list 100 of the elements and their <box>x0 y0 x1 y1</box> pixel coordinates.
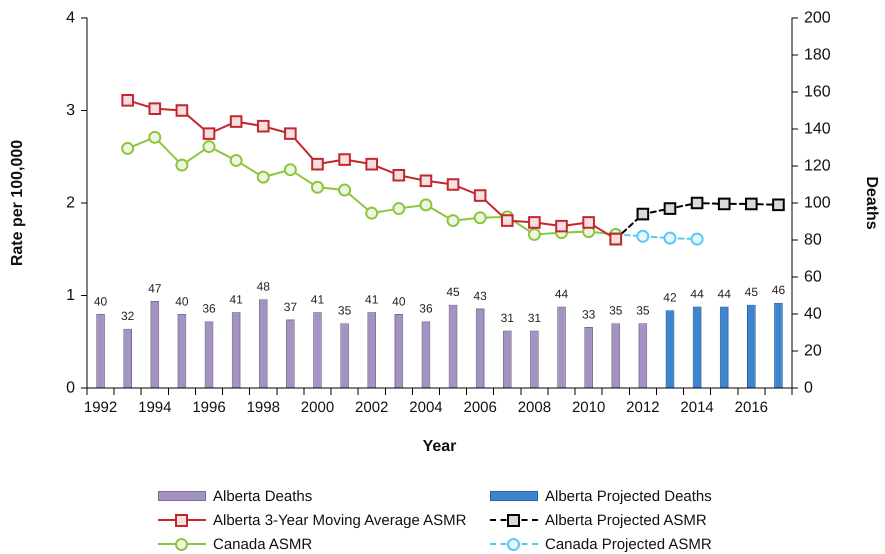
y2-tick-label: 100 <box>804 194 831 212</box>
data-label: 43 <box>473 288 488 303</box>
point <box>148 130 162 144</box>
data-label: 40 <box>94 294 108 308</box>
point <box>392 202 406 216</box>
x-tick-label: 2002 <box>355 399 388 416</box>
y-tick-label: 4 <box>66 9 76 26</box>
x-tick-label: 1994 <box>138 399 172 416</box>
data-label: 35 <box>636 304 650 318</box>
y-tick-label: 0 <box>66 379 76 396</box>
x-tick-label: 2010 <box>572 399 606 416</box>
y2-tick-label: 20 <box>804 342 822 360</box>
point <box>176 104 188 117</box>
x-tick-label: 2016 <box>734 399 768 416</box>
data-label: 44 <box>718 286 732 301</box>
data-label: 31 <box>500 310 514 325</box>
point <box>500 214 514 227</box>
point <box>175 158 188 172</box>
point <box>310 180 324 194</box>
data-label: 46 <box>772 283 786 298</box>
x-axis-title: Year <box>422 438 456 455</box>
point <box>690 232 704 246</box>
point <box>745 198 758 210</box>
point <box>202 127 216 140</box>
legend-label: Alberta Deaths <box>213 488 312 504</box>
point <box>420 174 432 188</box>
y2-tick-label: 0 <box>804 379 813 396</box>
point <box>311 158 324 170</box>
point <box>636 230 650 243</box>
point <box>284 163 297 176</box>
point <box>230 154 243 167</box>
data-label: 31 <box>528 310 542 325</box>
data-label: 36 <box>419 302 433 316</box>
data-label: 40 <box>175 294 189 308</box>
data-label: 35 <box>609 304 623 318</box>
data-label: 45 <box>744 285 758 300</box>
y2-tick-label: 180 <box>804 46 831 64</box>
data-label: 41 <box>310 292 324 306</box>
legend-label: Alberta Projected Deaths <box>545 488 712 504</box>
data-label: 32 <box>120 309 135 324</box>
y2-tick-label: 160 <box>804 83 831 100</box>
point <box>446 178 460 191</box>
point <box>419 198 432 212</box>
point <box>148 102 162 115</box>
point <box>772 198 785 212</box>
y-tick-label: 1 <box>66 286 76 304</box>
point <box>230 115 242 128</box>
y2-tick-label: 60 <box>804 268 822 286</box>
data-label: 45 <box>446 285 460 300</box>
data-label: 44 <box>690 286 704 301</box>
data-label: 36 <box>202 302 216 316</box>
point <box>446 214 460 228</box>
data-label: 40 <box>392 294 406 308</box>
y2-tick-label: 40 <box>804 305 822 322</box>
x-tick-label: 2012 <box>626 399 660 416</box>
legend-label: Canada Projected ASMR <box>545 536 712 552</box>
point <box>121 142 134 155</box>
legend-label: Alberta 3-Year Moving Average ASMR <box>213 512 466 528</box>
x-tick-label: 1998 <box>246 399 280 416</box>
data-label: 42 <box>663 290 677 305</box>
data-label: 48 <box>256 280 270 294</box>
y-axis-title: Rate per 100,000 <box>9 140 26 266</box>
point <box>365 158 378 170</box>
x-tick-label: 2000 <box>300 399 334 416</box>
data-label: 41 <box>365 292 379 306</box>
point <box>338 184 352 197</box>
point <box>528 216 541 229</box>
data-label: 44 <box>554 286 569 301</box>
data-label: 35 <box>338 304 352 318</box>
legend-label: Alberta Projected ASMR <box>545 512 707 528</box>
point <box>256 120 270 133</box>
y-tick-label: 2 <box>66 194 76 212</box>
y2-tick-label: 140 <box>804 120 831 138</box>
point <box>690 196 704 210</box>
data-label: 47 <box>148 281 162 296</box>
point <box>202 140 216 154</box>
x-tick-label: 2014 <box>680 399 714 416</box>
point <box>474 211 487 224</box>
point <box>663 232 676 245</box>
y2-tick-label: 120 <box>804 157 831 174</box>
x-tick-label: 2004 <box>409 399 443 416</box>
point <box>338 153 351 166</box>
point <box>555 220 568 232</box>
y2-axis-title: Deaths <box>862 176 880 230</box>
point <box>121 94 134 107</box>
y2-tick-label: 200 <box>804 9 831 26</box>
point <box>636 208 650 220</box>
x-tick-label: 1992 <box>84 399 118 416</box>
x-tick-label: 2006 <box>463 399 497 416</box>
point <box>664 202 676 215</box>
point <box>582 216 595 229</box>
point <box>474 189 486 202</box>
data-label: 41 <box>229 292 244 306</box>
data-label: 37 <box>284 300 298 314</box>
data-label: 33 <box>582 307 596 322</box>
x-tick-label: 1996 <box>192 399 226 416</box>
point <box>718 198 731 210</box>
point <box>365 206 378 220</box>
x-tick-label: 2008 <box>518 399 552 416</box>
point <box>392 168 406 182</box>
